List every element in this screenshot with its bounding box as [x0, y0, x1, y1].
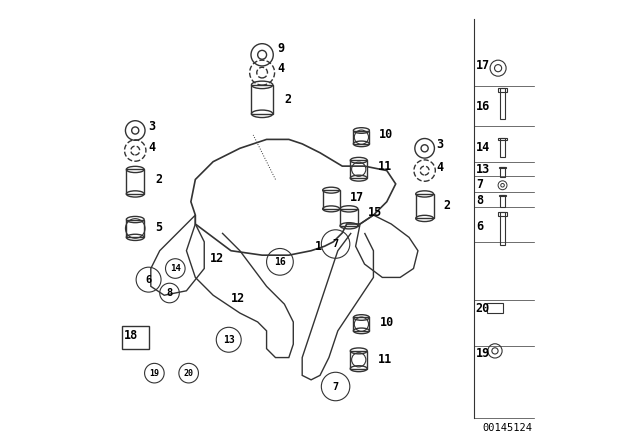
- Text: 14: 14: [170, 264, 180, 273]
- Bar: [126, 169, 144, 194]
- Text: 10: 10: [380, 316, 394, 329]
- Text: 3: 3: [436, 138, 444, 151]
- Bar: [499, 194, 506, 196]
- Text: 11: 11: [378, 353, 392, 366]
- Text: 17: 17: [350, 191, 364, 204]
- Text: 11: 11: [378, 159, 392, 172]
- Text: 8: 8: [166, 288, 173, 298]
- Bar: [353, 130, 369, 144]
- Text: 14: 14: [476, 141, 490, 154]
- Text: 5: 5: [156, 221, 163, 234]
- Text: 00145124: 00145124: [483, 423, 533, 433]
- Bar: [350, 351, 367, 369]
- Text: 19: 19: [476, 347, 490, 360]
- Bar: [500, 138, 505, 157]
- Bar: [350, 160, 367, 178]
- Text: 10: 10: [379, 128, 393, 141]
- Text: 20: 20: [184, 369, 194, 378]
- Text: 16: 16: [476, 99, 490, 112]
- Bar: [500, 194, 505, 207]
- Bar: [500, 167, 505, 177]
- Text: 6: 6: [476, 220, 483, 233]
- Bar: [499, 167, 506, 168]
- Text: 12: 12: [210, 252, 224, 265]
- Text: 13: 13: [223, 335, 235, 345]
- Text: 13: 13: [476, 163, 490, 176]
- Text: 15: 15: [367, 207, 382, 220]
- Text: 4: 4: [278, 62, 285, 75]
- Text: 20: 20: [476, 302, 490, 315]
- Bar: [499, 88, 507, 92]
- Text: 19: 19: [149, 369, 159, 378]
- Text: 9: 9: [278, 42, 285, 55]
- Bar: [500, 212, 505, 245]
- Bar: [323, 190, 340, 209]
- Bar: [252, 85, 273, 114]
- Bar: [416, 194, 433, 219]
- Bar: [122, 326, 148, 349]
- Text: 7: 7: [332, 239, 339, 249]
- Text: 3: 3: [148, 121, 156, 134]
- Text: 1: 1: [315, 240, 322, 253]
- Bar: [500, 88, 505, 119]
- Text: 2: 2: [284, 93, 291, 106]
- Text: 7: 7: [332, 382, 339, 392]
- Text: 16: 16: [274, 257, 286, 267]
- Text: 17: 17: [476, 60, 490, 73]
- Bar: [340, 209, 358, 226]
- Text: 4: 4: [436, 160, 444, 173]
- Text: 18: 18: [124, 329, 138, 342]
- Text: 8: 8: [476, 194, 483, 207]
- Bar: [126, 220, 144, 237]
- Text: 7: 7: [476, 178, 483, 191]
- Text: 12: 12: [231, 292, 245, 305]
- Bar: [499, 212, 507, 216]
- Text: 6: 6: [145, 275, 152, 284]
- Bar: [353, 318, 369, 331]
- Bar: [487, 303, 502, 313]
- Text: 2: 2: [444, 199, 451, 212]
- Text: 4: 4: [148, 141, 156, 154]
- Text: 2: 2: [156, 173, 163, 186]
- Bar: [499, 138, 507, 140]
